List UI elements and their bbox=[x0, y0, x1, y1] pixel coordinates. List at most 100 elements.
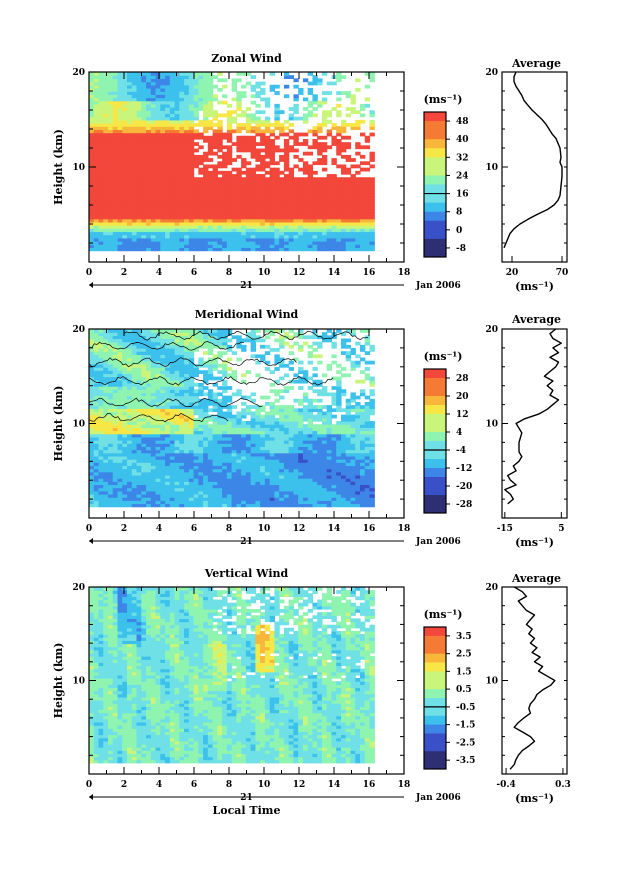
heatmap-cell bbox=[274, 417, 280, 422]
heatmap-cell bbox=[193, 81, 199, 86]
heatmap-cell bbox=[112, 474, 119, 479]
heatmap-cell bbox=[141, 443, 147, 447]
heatmap-cell bbox=[212, 183, 218, 188]
heatmap-cell bbox=[112, 373, 119, 378]
heatmap-cell bbox=[274, 481, 280, 486]
heatmap-cell bbox=[188, 237, 195, 242]
heatmap-cell bbox=[355, 202, 361, 207]
heatmap-cell bbox=[193, 225, 199, 229]
heatmap-cell bbox=[326, 177, 333, 182]
heatmap-cell bbox=[169, 215, 176, 220]
heatmap-cell bbox=[103, 455, 109, 460]
heatmap-cell bbox=[146, 411, 152, 416]
heatmap-cell bbox=[112, 148, 119, 153]
heatmap-cell bbox=[141, 205, 147, 210]
heatmap-cell bbox=[188, 341, 195, 346]
heatmap-cell bbox=[179, 177, 185, 182]
heatmap-cell bbox=[245, 468, 252, 473]
heatmap-cell bbox=[131, 148, 138, 153]
heatmap-cell bbox=[274, 500, 280, 505]
heatmap-cell bbox=[203, 493, 209, 498]
heatmap-cell bbox=[203, 363, 209, 368]
heatmap-cell bbox=[288, 503, 295, 508]
heatmap-cell bbox=[288, 468, 295, 473]
heatmap-cell bbox=[274, 421, 280, 425]
heatmap-cell bbox=[131, 186, 138, 191]
heatmap-cell bbox=[359, 231, 366, 236]
heatmap-cell bbox=[174, 405, 180, 409]
heatmap-cell bbox=[103, 164, 109, 169]
heatmap-cell bbox=[122, 468, 128, 473]
heatmap-cell bbox=[350, 241, 356, 245]
heatmap-cell bbox=[155, 225, 161, 229]
heatmap-cell bbox=[340, 123, 347, 127]
heatmap-cell bbox=[212, 414, 218, 419]
heatmap-cell bbox=[274, 462, 280, 467]
heatmap-cell bbox=[98, 174, 104, 178]
heatmap-cell bbox=[122, 94, 128, 99]
heatmap-cell bbox=[146, 145, 152, 150]
heatmap-cell bbox=[198, 421, 204, 425]
heatmap-cell bbox=[165, 138, 171, 143]
heatmap-cell bbox=[184, 367, 190, 371]
heatmap-cell bbox=[184, 186, 190, 191]
heatmap-cell bbox=[350, 126, 356, 131]
heatmap-cell bbox=[217, 164, 223, 169]
heatmap-cell bbox=[131, 142, 138, 146]
heatmap-cell bbox=[269, 500, 276, 505]
heatmap-cell bbox=[264, 500, 271, 505]
heatmap-cell bbox=[98, 193, 104, 197]
heatmap-cell bbox=[302, 234, 309, 239]
heatmap-cell bbox=[302, 228, 309, 233]
heatmap-cell bbox=[269, 241, 276, 245]
heatmap-cell bbox=[317, 237, 323, 242]
heatmap-cell bbox=[369, 205, 375, 210]
heatmap-cell bbox=[298, 212, 304, 217]
heatmap-cell bbox=[169, 341, 176, 346]
heatmap-cell bbox=[231, 234, 237, 239]
heatmap-cell bbox=[160, 81, 166, 86]
heatmap-cell bbox=[188, 436, 195, 441]
heatmap-cell bbox=[127, 487, 133, 492]
heatmap-cell bbox=[127, 335, 133, 340]
heatmap-cell bbox=[146, 493, 152, 498]
heatmap-cell bbox=[112, 87, 119, 92]
heatmap-cell bbox=[274, 354, 280, 359]
heatmap-cell bbox=[108, 78, 114, 83]
heatmap-cell bbox=[93, 373, 100, 378]
profile-x-label: (ms⁻¹) bbox=[515, 280, 554, 293]
heatmap-cell bbox=[108, 193, 114, 197]
heatmap-cell bbox=[203, 471, 209, 476]
heatmap-cell bbox=[212, 462, 218, 467]
heatmap-cell bbox=[288, 421, 295, 425]
heatmap-cell bbox=[188, 487, 195, 492]
heatmap-cell bbox=[188, 440, 195, 444]
heatmap-cell bbox=[184, 170, 190, 175]
heatmap-cell bbox=[331, 244, 337, 249]
heatmap-cell bbox=[146, 110, 152, 115]
heatmap-cell bbox=[160, 481, 166, 486]
heatmap-cell bbox=[245, 493, 252, 498]
heatmap-cell bbox=[217, 354, 223, 359]
heatmap-cell bbox=[93, 338, 100, 343]
heatmap-cell bbox=[274, 116, 280, 121]
heatmap-cell bbox=[117, 87, 123, 92]
heatmap-cell bbox=[141, 471, 147, 476]
heatmap-cell bbox=[312, 231, 318, 236]
heatmap-cell bbox=[174, 100, 180, 105]
heatmap-cell bbox=[241, 145, 247, 150]
heatmap-cell bbox=[184, 145, 190, 150]
heatmap-cell bbox=[269, 474, 276, 479]
heatmap-cell bbox=[174, 436, 180, 441]
heatmap-cell bbox=[274, 126, 280, 131]
heatmap-cell bbox=[122, 357, 128, 362]
heatmap-cell bbox=[359, 225, 366, 229]
heatmap-cell bbox=[288, 417, 295, 422]
heatmap-cell bbox=[108, 459, 114, 463]
heatmap-cell bbox=[241, 228, 247, 233]
heatmap-cell bbox=[293, 103, 299, 108]
heatmap-cell bbox=[103, 81, 109, 86]
heatmap-cell bbox=[103, 75, 109, 79]
heatmap-cell bbox=[103, 247, 109, 252]
heatmap-cell bbox=[98, 348, 104, 352]
